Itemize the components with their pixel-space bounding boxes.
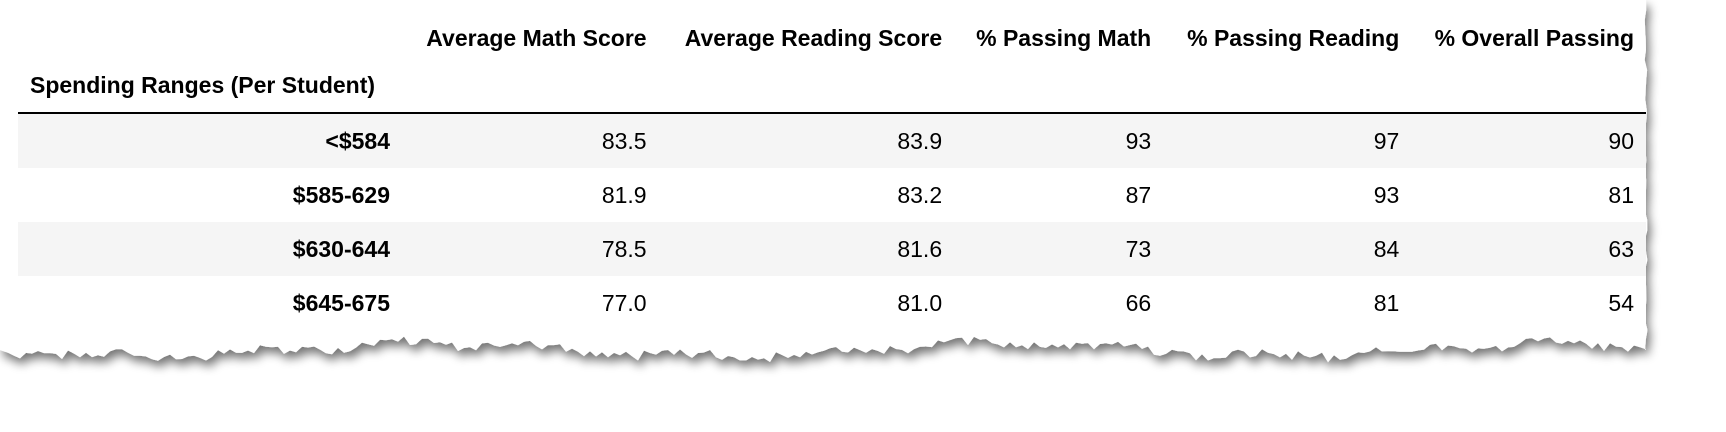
table-cell: 90 [1608, 127, 1634, 154]
table-cell: 73 [1125, 235, 1152, 262]
table-cell: 93 [1373, 181, 1400, 208]
table-cell: 81.9 [601, 181, 647, 208]
table-row: $585-629 81.9 83.2 87 93 81 [18, 168, 1646, 222]
table-cell: 54 [1608, 289, 1634, 316]
table-cell: 81 [1373, 289, 1400, 316]
empty-header-cell [954, 58, 1164, 114]
table-cell: 66 [1125, 289, 1152, 316]
column-header: Average Reading Score [684, 24, 943, 51]
table-row: $645-675 77.0 81.0 66 81 54 [18, 276, 1646, 330]
column-header: % Overall Passing [1434, 24, 1634, 51]
row-label: $645-675 [292, 289, 390, 316]
index-name-header: Spending Ranges (Per Student) [18, 58, 402, 114]
table-row: <$584 83.5 83.9 93 97 90 [18, 113, 1646, 168]
table-cell: 81 [1608, 181, 1634, 208]
table-cell: 87 [1125, 181, 1152, 208]
table-cell: 83.2 [897, 181, 943, 208]
column-header: % Passing Math [976, 24, 1152, 51]
table-cell: 81.0 [897, 289, 943, 316]
spending-ranges-table: Average Math Score Average Reading Score… [18, 18, 1646, 330]
dataframe-table-container: Average Math Score Average Reading Score… [18, 18, 1646, 330]
row-label: $585-629 [292, 181, 390, 208]
table-cell: 93 [1125, 127, 1152, 154]
empty-header-cell [1411, 58, 1646, 114]
table-cell: 83.5 [601, 127, 647, 154]
table-cell: 77.0 [601, 289, 647, 316]
row-label: <$584 [325, 127, 390, 154]
row-label: $630-644 [292, 235, 390, 262]
column-header: % Passing Reading [1187, 24, 1400, 51]
column-header-row: Average Math Score Average Reading Score… [18, 18, 1646, 58]
table-cell: 78.5 [601, 235, 647, 262]
empty-header-cell [402, 58, 659, 114]
table-row: $630-644 78.5 81.6 73 84 63 [18, 222, 1646, 276]
blank-corner-cell [18, 18, 402, 58]
table-cell: 83.9 [897, 127, 943, 154]
table-cell: 81.6 [897, 235, 943, 262]
column-header: Average Math Score [426, 24, 647, 51]
table-cell: 84 [1373, 235, 1400, 262]
table-cell: 63 [1608, 235, 1634, 262]
empty-header-cell [658, 58, 955, 114]
table-cell: 97 [1373, 127, 1400, 154]
empty-header-cell [1163, 58, 1412, 114]
index-name-row: Spending Ranges (Per Student) [18, 58, 1646, 114]
